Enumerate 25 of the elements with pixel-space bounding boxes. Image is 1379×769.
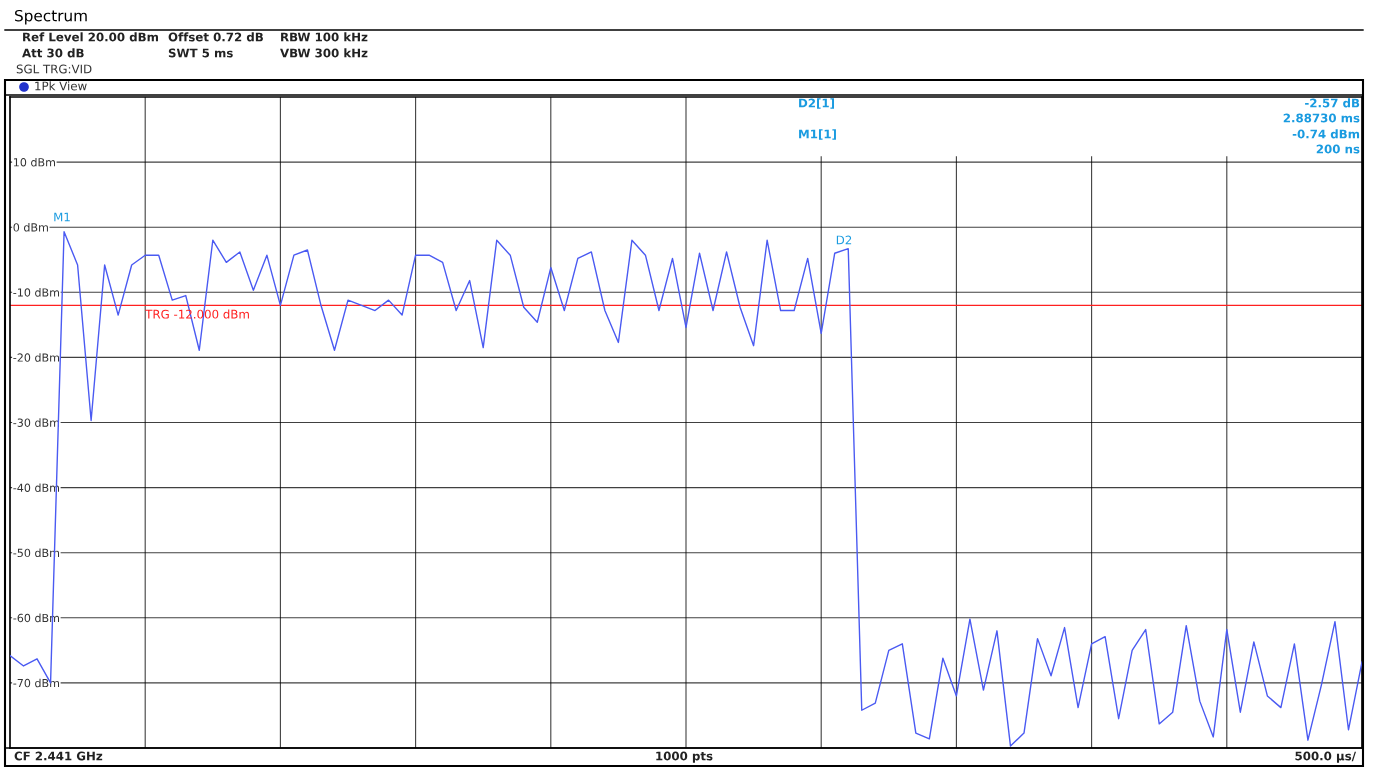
text: Ref Level 20.00 dBm	[23, 32, 158, 42]
annotation: 200 ns	[1316, 144, 1360, 154]
annotation: -0.74 dBm	[1292, 129, 1360, 139]
annotation: M1	[54, 212, 70, 222]
y-tick-label: 10 dBm	[14, 157, 55, 167]
text: 1000 pts	[656, 751, 713, 763]
y-tick-label: -70 dBm	[13, 678, 60, 688]
y-tick-label: 0 dBm	[13, 222, 48, 232]
text: CF 2.441 GHz	[14, 751, 103, 761]
annotation: 2.88730 ms	[1283, 113, 1360, 123]
text: Att 30 dB	[22, 48, 84, 58]
text: Offset 0.72 dB	[168, 32, 263, 42]
y-tick-label: -20 dBm	[13, 353, 60, 362]
text: 500.0 µs/	[1295, 751, 1356, 763]
text: VBW 300 kHz	[280, 48, 368, 58]
text: SWT 5 ms	[168, 48, 233, 58]
annotation: D2	[836, 235, 852, 245]
text: SGL TRG:VID	[16, 64, 92, 74]
y-tick-label: -10 dBm	[13, 288, 60, 297]
text: RBW 100 kHz	[281, 32, 368, 42]
annotation: M1[1]	[799, 129, 836, 140]
annotation: D2[1]	[799, 98, 834, 109]
chart-title: Spectrum	[15, 9, 87, 25]
annotation: -2.57 dB	[1305, 98, 1360, 108]
text: 1Pk View	[35, 81, 87, 91]
